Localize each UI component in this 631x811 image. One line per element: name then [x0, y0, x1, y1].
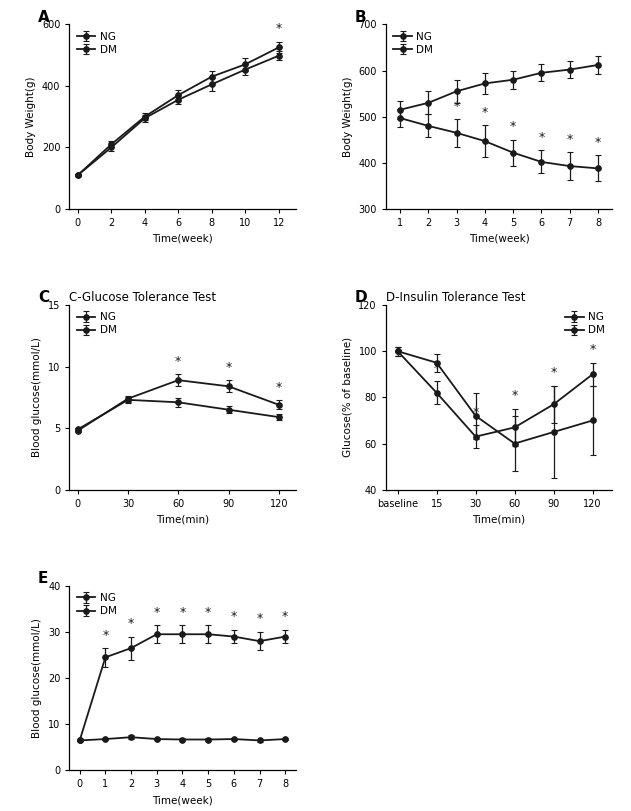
Legend: NG, DM: NG, DM [563, 311, 607, 337]
X-axis label: Time(min): Time(min) [473, 514, 526, 525]
Legend: NG, DM: NG, DM [391, 29, 435, 57]
Text: *: * [179, 606, 186, 619]
Text: D: D [355, 290, 367, 305]
Text: *: * [510, 120, 516, 133]
Y-axis label: Blood glucose(mmol/L): Blood glucose(mmol/L) [32, 337, 42, 457]
Text: *: * [175, 354, 181, 367]
Legend: NG, DM: NG, DM [74, 591, 119, 618]
X-axis label: Time(week): Time(week) [152, 795, 213, 805]
Text: E: E [38, 571, 48, 586]
Text: *: * [567, 133, 573, 146]
Text: *: * [256, 612, 262, 625]
Text: *: * [282, 610, 288, 623]
Y-axis label: Body Weight(g): Body Weight(g) [343, 76, 353, 157]
Text: *: * [433, 362, 440, 375]
Legend: NG, DM: NG, DM [74, 29, 119, 57]
Y-axis label: Body Weight(g): Body Weight(g) [27, 76, 37, 157]
Text: *: * [589, 343, 596, 356]
Text: *: * [538, 131, 545, 144]
Text: D-Insulin Tolerance Test: D-Insulin Tolerance Test [386, 291, 526, 304]
X-axis label: Time(min): Time(min) [156, 514, 209, 525]
Text: *: * [473, 406, 479, 418]
X-axis label: Time(week): Time(week) [469, 234, 529, 243]
Text: *: * [276, 23, 282, 36]
Text: *: * [225, 361, 232, 374]
Text: *: * [102, 629, 109, 642]
Text: B: B [355, 10, 366, 24]
Y-axis label: Blood glucose(mmol/L): Blood glucose(mmol/L) [32, 618, 42, 738]
Text: A: A [38, 10, 49, 24]
X-axis label: Time(week): Time(week) [152, 234, 213, 243]
Text: *: * [512, 389, 517, 402]
Text: *: * [481, 105, 488, 118]
Text: *: * [128, 617, 134, 630]
Text: *: * [454, 100, 460, 113]
Text: *: * [153, 606, 160, 619]
Text: *: * [276, 381, 282, 394]
Text: *: * [205, 606, 211, 619]
Text: *: * [231, 610, 237, 623]
Y-axis label: Glucose(% of baseline): Glucose(% of baseline) [343, 337, 353, 457]
Text: *: * [550, 367, 557, 380]
Text: *: * [595, 136, 601, 149]
Legend: NG, DM: NG, DM [74, 311, 119, 337]
Text: C: C [38, 290, 49, 305]
Text: C-Glucose Tolerance Test: C-Glucose Tolerance Test [69, 291, 216, 304]
